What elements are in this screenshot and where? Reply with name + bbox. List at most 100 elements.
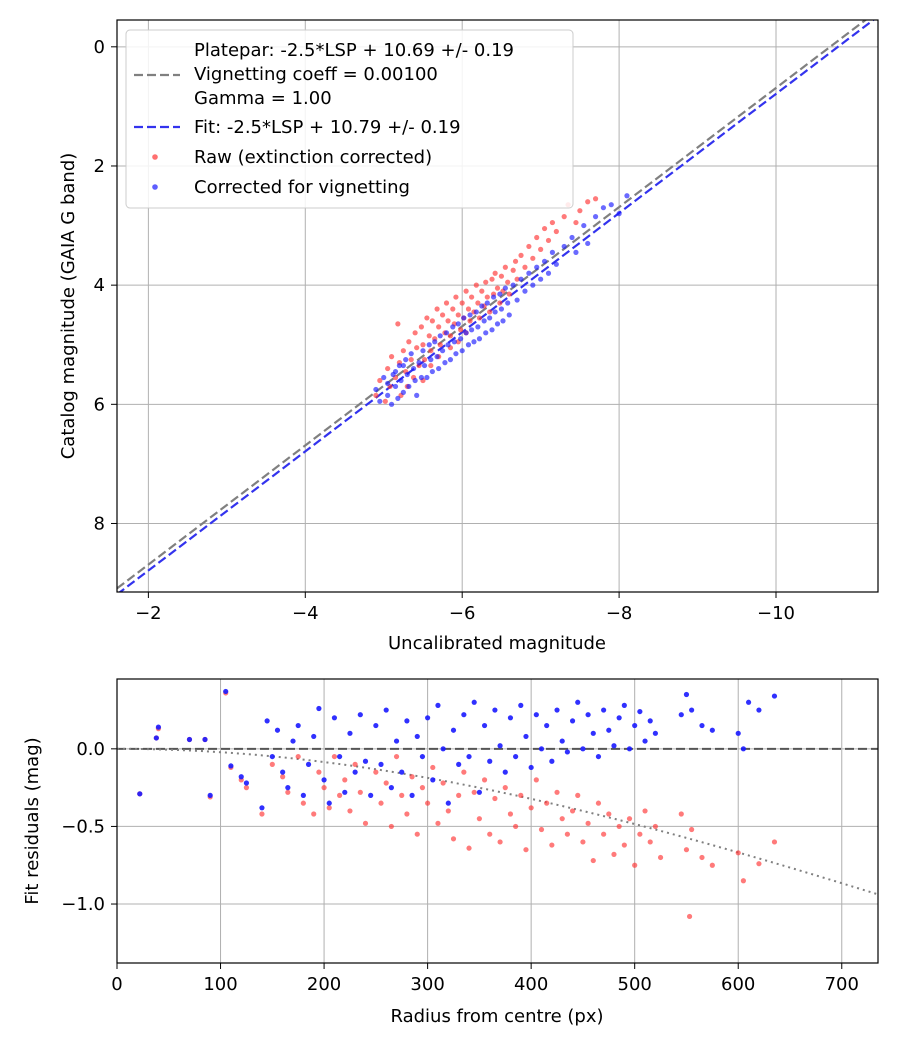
corrected-point [608, 202, 614, 208]
raw-point [522, 264, 528, 270]
corrected-residual-point [202, 736, 208, 743]
raw-residual-point [435, 820, 441, 826]
raw-point [377, 377, 383, 384]
raw-residual-point [378, 800, 384, 806]
legend-box [125, 29, 574, 209]
corrected-point [392, 368, 399, 375]
corrected-residual-point [383, 707, 389, 713]
corrected-residual-point [735, 730, 741, 736]
corrected-point [392, 383, 399, 390]
raw-residual-point [311, 811, 317, 817]
raw-residual-point [487, 831, 493, 837]
bottom-x-tick-label: 500 [618, 974, 652, 995]
corrected-point [388, 401, 395, 407]
raw-point [541, 225, 548, 232]
raw-residual-point [259, 811, 265, 817]
raw-residual-point [362, 820, 369, 826]
corrected-residual-point [476, 789, 482, 795]
raw-point [385, 365, 391, 372]
corrected-point [553, 261, 559, 267]
corrected-residual-point [259, 805, 265, 811]
corrected-point [381, 374, 387, 381]
corrected-point [498, 306, 505, 312]
raw-residual-point [657, 854, 664, 861]
corrected-point [445, 342, 451, 348]
raw-residual-point [632, 862, 638, 868]
raw-residual-point [513, 823, 519, 830]
corrected-residual-point [580, 746, 586, 752]
corrected-point [561, 243, 567, 250]
corrected-point [437, 333, 443, 339]
raw-residual-point [404, 811, 410, 817]
corrected-point [490, 294, 497, 300]
raw-point [408, 357, 414, 363]
corrected-residual-point [523, 733, 529, 740]
corrected-point [530, 282, 536, 288]
raw-point [426, 333, 432, 339]
bottom-x-tick-label: 700 [825, 974, 859, 995]
corrected-residual-point [533, 712, 539, 718]
raw-point [428, 348, 434, 354]
corrected-point [510, 282, 516, 288]
raw-residual-point [285, 789, 291, 795]
corrected-point [400, 362, 406, 369]
corrected-residual-point [538, 746, 545, 752]
raw-residual-point [523, 847, 529, 853]
corrected-residual-point [471, 699, 477, 705]
bottom-y-tick-label: −1.0 [61, 894, 105, 915]
raw-residual-point [430, 764, 436, 771]
raw-residual-point [399, 792, 405, 798]
legend-corrected-label: Corrected for vignetting [194, 177, 410, 198]
raw-residual-point [243, 785, 250, 791]
corrected-point [484, 300, 490, 306]
corrected-point [420, 348, 426, 354]
raw-residual-point [373, 769, 379, 775]
corrected-residual-point [300, 792, 306, 798]
corrected-residual-point [337, 753, 343, 760]
corrected-residual-point [611, 743, 617, 749]
corrected-residual-point [409, 792, 415, 798]
corrected-residual-point [228, 763, 234, 769]
corrected-point [461, 315, 467, 321]
raw-point [573, 219, 579, 226]
corrected-residual-point [316, 705, 322, 712]
corrected-point [545, 270, 552, 276]
raw-point [506, 291, 512, 297]
raw-point [445, 318, 451, 324]
raw-residual-point [497, 839, 503, 845]
raw-residual-point [559, 816, 565, 822]
corrected-point [385, 392, 391, 398]
corrected-point [541, 258, 548, 264]
corrected-residual-point [368, 792, 374, 798]
corrected-point [455, 321, 461, 327]
raw-residual-point [637, 831, 643, 837]
corrected-residual-point [430, 777, 436, 783]
corrected-point [476, 336, 483, 342]
corrected-residual-point [404, 718, 410, 724]
corrected-residual-point [601, 707, 607, 713]
fit-fit-line [118, 20, 876, 592]
corrected-point [489, 327, 495, 333]
corrected-residual-point [305, 761, 312, 767]
raw-residual-point [686, 913, 693, 920]
raw-point [505, 279, 511, 285]
corrected-point [463, 330, 469, 336]
raw-residual-point [601, 831, 607, 837]
corrected-residual-point [507, 715, 514, 721]
corrected-point [469, 327, 475, 333]
bottom-lines [117, 747, 878, 896]
raw-residual-point [528, 805, 534, 811]
legend-raw-marker [152, 154, 158, 160]
raw-point [406, 339, 412, 345]
raw-residual-point [476, 816, 482, 822]
raw-point [489, 276, 495, 282]
corrected-point [492, 309, 498, 315]
corrected-residual-point [569, 718, 576, 724]
corrected-residual-point [575, 699, 581, 705]
top-x-axis-label: Uncalibrated magnitude [388, 633, 606, 654]
raw-residual-point [507, 811, 514, 817]
raw-series [373, 196, 599, 404]
raw-residual-point [621, 842, 627, 848]
corrected-residual-point [699, 722, 705, 729]
top-y-tick-label: 8 [94, 513, 105, 534]
